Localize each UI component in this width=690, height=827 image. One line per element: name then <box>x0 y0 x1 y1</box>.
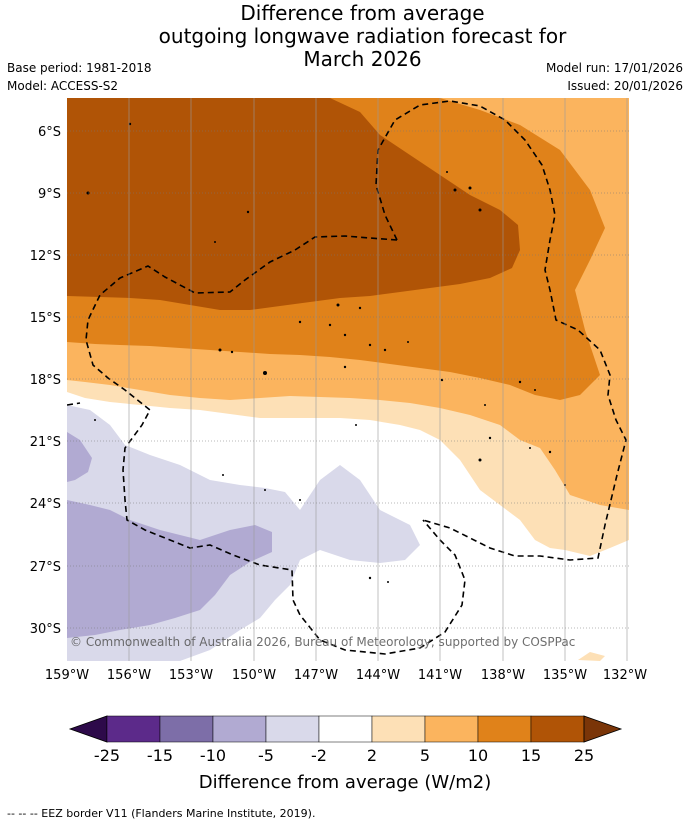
colorbar-swatch <box>371 715 426 743</box>
issued-date: Issued: 20/01/2026 <box>567 79 683 93</box>
colorbar-tick-label: -15 <box>147 746 173 765</box>
anomaly-region-15-25 <box>67 98 520 310</box>
lat-label: 12°S <box>30 249 61 264</box>
lon-label: 144°W <box>356 668 400 683</box>
eez-border-west-edge <box>67 402 81 406</box>
eez-border-north <box>375 100 627 561</box>
islands <box>86 122 566 583</box>
gridlines <box>67 130 629 629</box>
eez-borders <box>67 100 627 655</box>
colorbar-tick-label: 25 <box>574 746 594 765</box>
lat-label: 24°S <box>30 497 61 512</box>
colorbar-tick-label: -10 <box>200 746 226 765</box>
colorbar-swatch <box>424 715 479 743</box>
lon-label: 159°W <box>45 668 89 683</box>
colorbar-tick-label: 5 <box>420 746 430 765</box>
colorbar-tick-label: 10 <box>468 746 488 765</box>
map-title: Difference from average outgoing longwav… <box>0 2 690 71</box>
lat-label: 6°S <box>38 125 61 140</box>
copyright-text: © Commonwealth of Australia 2026, Bureau… <box>70 635 575 649</box>
colorbar-tick-label: -25 <box>94 746 120 765</box>
colorbar-swatch <box>265 715 320 743</box>
lon-label: 156°W <box>107 668 151 683</box>
lon-label: 141°W <box>418 668 462 683</box>
longitude-labels: 159°W 156°W 153°W 150°W 147°W 144°W 141°… <box>45 668 647 683</box>
colorbar-swatch <box>106 715 161 743</box>
latitude-labels: 6°S 9°S 12°S 15°S 18°S 21°S 24°S 27°S 30… <box>30 125 61 637</box>
colorbar-swatch <box>159 715 214 743</box>
lon-label: 132°W <box>603 668 647 683</box>
meridians <box>128 98 628 661</box>
colorbar-tick-label: -5 <box>258 746 274 765</box>
colorbar-swatch <box>318 715 373 743</box>
lat-label: 15°S <box>30 311 61 326</box>
colorbar-swatch <box>212 715 267 743</box>
lat-label: 27°S <box>30 560 61 575</box>
map-plot-area[interactable]: © Commonwealth of Australia 2026, Bureau… <box>67 98 629 661</box>
colorbar-tick-label: 2 <box>367 746 377 765</box>
lon-label: 153°W <box>169 668 213 683</box>
lon-label: 138°W <box>481 668 525 683</box>
title-line-3: March 2026 <box>303 47 422 71</box>
colorbar-high-extend <box>583 715 623 743</box>
model-name: Model: ACCESS-S2 <box>7 79 119 93</box>
colorbar-ticks: -25 -15 -10 -5 -2 2 5 10 15 25 <box>94 746 594 765</box>
colorbar-low-extend <box>68 715 108 743</box>
lat-label: 21°S <box>30 435 61 450</box>
base-period: Base period: 1981-2018 <box>7 61 152 75</box>
lat-label: 18°S <box>30 373 61 388</box>
model-run: Model run: 17/01/2026 <box>545 61 683 75</box>
anomaly-region-2-5-patch <box>578 652 605 661</box>
colorbar: -25 -15 -10 -5 -2 2 5 10 15 25 Differenc… <box>68 715 623 793</box>
title-line-2: outgoing longwave radiation forecast for <box>158 24 567 48</box>
lon-label: 135°W <box>543 668 587 683</box>
colorbar-tick-label: 15 <box>521 746 541 765</box>
eez-border-west <box>85 235 466 655</box>
meta-right: Model run: 17/01/2026 Issued: 20/01/2026 <box>546 59 683 95</box>
lat-label: 9°S <box>38 187 61 202</box>
lon-label: 147°W <box>294 668 338 683</box>
colorbar-swatch <box>530 715 585 743</box>
colorbar-title: Difference from average (W/m2) <box>199 772 491 793</box>
colorbar-swatch <box>477 715 532 743</box>
lon-label: 150°W <box>232 668 276 683</box>
anomaly-region-minus5-minus10 <box>67 500 272 638</box>
anomaly-region-minus5-west <box>67 432 92 482</box>
meta-left: Base period: 1981-2018 Model: ACCESS-S2 <box>7 59 152 95</box>
eez-legend-note: -- -- -- EEZ border V11 (Flanders Marine… <box>7 807 316 820</box>
title-line-1: Difference from average <box>240 1 485 25</box>
colorbar-tick-label: -2 <box>311 746 327 765</box>
lat-label: 30°S <box>30 622 61 637</box>
